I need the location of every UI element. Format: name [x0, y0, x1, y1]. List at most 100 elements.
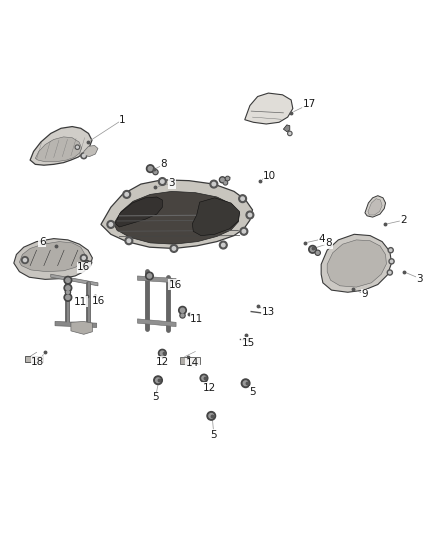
- Circle shape: [309, 246, 316, 253]
- Text: 3: 3: [417, 273, 423, 284]
- Circle shape: [248, 213, 252, 217]
- Circle shape: [159, 349, 166, 357]
- Circle shape: [243, 381, 248, 385]
- Text: 1: 1: [119, 115, 126, 125]
- Circle shape: [147, 274, 152, 278]
- Polygon shape: [114, 191, 240, 244]
- Circle shape: [81, 153, 87, 159]
- Text: 8: 8: [325, 238, 332, 248]
- Polygon shape: [25, 356, 43, 362]
- Circle shape: [125, 192, 128, 196]
- Circle shape: [389, 249, 392, 252]
- Circle shape: [24, 259, 27, 262]
- Text: 17: 17: [303, 99, 316, 109]
- Circle shape: [65, 289, 71, 295]
- Circle shape: [316, 252, 319, 254]
- Circle shape: [66, 295, 70, 300]
- Circle shape: [200, 374, 208, 382]
- Text: 15: 15: [242, 338, 255, 348]
- Circle shape: [241, 379, 250, 387]
- Polygon shape: [35, 137, 81, 161]
- Circle shape: [209, 414, 214, 418]
- Circle shape: [21, 256, 28, 263]
- Circle shape: [207, 411, 215, 420]
- Circle shape: [210, 180, 218, 188]
- Circle shape: [222, 243, 225, 247]
- Text: 5: 5: [152, 392, 159, 402]
- Polygon shape: [138, 319, 176, 327]
- Polygon shape: [365, 196, 385, 217]
- Text: 11: 11: [190, 314, 203, 324]
- Circle shape: [242, 230, 246, 233]
- Polygon shape: [192, 198, 240, 236]
- Circle shape: [64, 284, 72, 292]
- Polygon shape: [327, 240, 386, 287]
- Text: 4: 4: [319, 234, 325, 244]
- Polygon shape: [84, 146, 98, 157]
- Circle shape: [66, 278, 70, 282]
- Text: 16: 16: [169, 279, 182, 289]
- Polygon shape: [368, 199, 382, 215]
- Text: 11: 11: [74, 297, 88, 306]
- Circle shape: [161, 180, 164, 183]
- Circle shape: [127, 239, 131, 243]
- Circle shape: [181, 314, 184, 317]
- Circle shape: [289, 133, 291, 134]
- Polygon shape: [14, 239, 92, 279]
- Text: 10: 10: [263, 171, 276, 181]
- Circle shape: [109, 223, 113, 226]
- Circle shape: [80, 254, 87, 261]
- Circle shape: [315, 250, 320, 255]
- Circle shape: [226, 177, 229, 180]
- Circle shape: [85, 262, 89, 266]
- Circle shape: [241, 197, 244, 200]
- Circle shape: [125, 237, 133, 245]
- Text: 16: 16: [92, 296, 106, 306]
- Circle shape: [223, 181, 228, 185]
- Circle shape: [172, 247, 176, 250]
- Polygon shape: [101, 180, 252, 248]
- Circle shape: [387, 270, 392, 275]
- Circle shape: [66, 286, 70, 290]
- Circle shape: [155, 378, 160, 383]
- Circle shape: [67, 291, 69, 294]
- Circle shape: [76, 146, 78, 148]
- Circle shape: [123, 190, 131, 198]
- Text: 8: 8: [161, 159, 167, 169]
- Polygon shape: [55, 321, 97, 327]
- Polygon shape: [19, 241, 85, 272]
- Text: 2: 2: [400, 215, 407, 225]
- Circle shape: [75, 145, 80, 149]
- Polygon shape: [51, 274, 98, 286]
- Circle shape: [154, 171, 157, 173]
- Text: 18: 18: [31, 357, 45, 367]
- Circle shape: [202, 376, 206, 380]
- Polygon shape: [180, 357, 200, 365]
- Circle shape: [82, 155, 85, 157]
- Polygon shape: [71, 321, 92, 334]
- Text: 5: 5: [249, 387, 256, 397]
- Polygon shape: [321, 235, 392, 292]
- Text: 16: 16: [77, 262, 90, 272]
- Polygon shape: [245, 93, 293, 124]
- Circle shape: [180, 313, 185, 318]
- Text: 14: 14: [186, 358, 199, 368]
- Circle shape: [239, 195, 247, 203]
- Circle shape: [64, 277, 72, 284]
- Circle shape: [83, 261, 91, 268]
- Circle shape: [82, 256, 85, 260]
- Circle shape: [219, 177, 226, 183]
- Circle shape: [154, 376, 162, 384]
- Text: 3: 3: [169, 178, 175, 188]
- Circle shape: [246, 211, 254, 219]
- Circle shape: [288, 131, 292, 135]
- Circle shape: [389, 259, 394, 264]
- Circle shape: [311, 247, 314, 252]
- Text: 9: 9: [362, 289, 368, 300]
- Circle shape: [212, 182, 215, 186]
- Polygon shape: [283, 125, 290, 132]
- Circle shape: [224, 182, 226, 184]
- Circle shape: [170, 245, 178, 252]
- Text: 6: 6: [39, 237, 46, 247]
- Polygon shape: [115, 197, 162, 227]
